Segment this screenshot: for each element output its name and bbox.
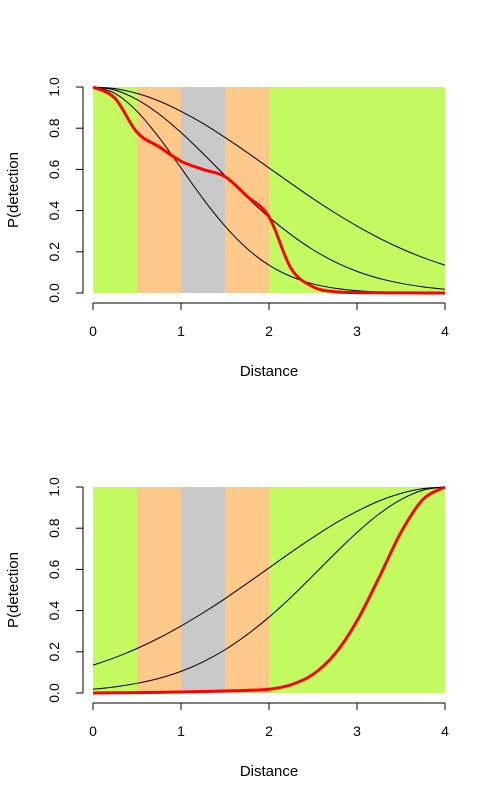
band-0 bbox=[93, 87, 137, 293]
x-axis: 0 1 2 3 4 bbox=[89, 702, 449, 739]
y-tick-label: 0.0 bbox=[46, 683, 62, 703]
x-axis-title: Distance bbox=[240, 763, 298, 780]
background-bands bbox=[93, 87, 445, 293]
y-tick-label: 0.6 bbox=[46, 159, 62, 179]
x-tick-label: 4 bbox=[441, 723, 449, 739]
background-bands bbox=[93, 487, 445, 693]
band-4 bbox=[269, 87, 445, 293]
chart-top: 0 1 2 3 4 0.0 0.2 0.4 0.6 0.8 1.0 Distance P(dete… bbox=[5, 77, 449, 380]
y-tick-label: 1.0 bbox=[46, 477, 62, 497]
x-tick-label: 3 bbox=[353, 723, 361, 739]
x-tick-label: 4 bbox=[441, 323, 449, 339]
y-tick-label: 0.2 bbox=[46, 642, 62, 662]
band-3 bbox=[225, 87, 269, 293]
series-line-2 bbox=[92, 86, 446, 266]
series-line-2 bbox=[92, 485, 446, 695]
series-line-1 bbox=[92, 486, 446, 690]
y-tick-label: 0.6 bbox=[46, 559, 62, 579]
y-tick-label: 0.0 bbox=[46, 283, 62, 303]
y-axis: 0.0 0.2 0.4 0.6 0.8 1.0 bbox=[46, 77, 84, 303]
y-tick-label: 0.4 bbox=[46, 601, 62, 621]
chart-bottom: 0 1 2 3 4 0.0 0.2 0.4 0.6 0.8 1.0 Distance P(dete… bbox=[5, 477, 449, 780]
band-4 bbox=[269, 487, 445, 693]
series-line-0 bbox=[92, 486, 446, 666]
y-axis-title: P(detection bbox=[5, 552, 22, 628]
band-1 bbox=[137, 487, 181, 693]
x-tick-label: 1 bbox=[177, 323, 185, 339]
band-2 bbox=[181, 487, 225, 693]
series-lines bbox=[92, 85, 446, 295]
band-2 bbox=[181, 87, 225, 293]
x-tick-label: 2 bbox=[265, 323, 273, 339]
series-lines bbox=[92, 485, 446, 695]
x-tick-label: 0 bbox=[89, 323, 97, 339]
x-tick-label: 3 bbox=[353, 323, 361, 339]
x-axis: 0 1 2 3 4 bbox=[89, 302, 449, 339]
band-3 bbox=[225, 487, 269, 693]
x-tick-label: 2 bbox=[265, 723, 273, 739]
y-tick-label: 0.8 bbox=[46, 118, 62, 138]
band-0 bbox=[93, 487, 137, 693]
y-tick-label: 0.2 bbox=[46, 242, 62, 262]
y-tick-label: 0.4 bbox=[46, 201, 62, 221]
x-tick-label: 1 bbox=[177, 723, 185, 739]
series-line-3 bbox=[92, 85, 446, 295]
y-tick-label: 0.8 bbox=[46, 518, 62, 538]
y-axis: 0.0 0.2 0.4 0.6 0.8 1.0 bbox=[46, 477, 84, 703]
y-axis-title: P(detection bbox=[5, 152, 22, 228]
x-tick-label: 0 bbox=[89, 723, 97, 739]
x-axis-title: Distance bbox=[240, 363, 298, 380]
y-tick-label: 1.0 bbox=[46, 77, 62, 97]
band-1 bbox=[137, 87, 181, 293]
